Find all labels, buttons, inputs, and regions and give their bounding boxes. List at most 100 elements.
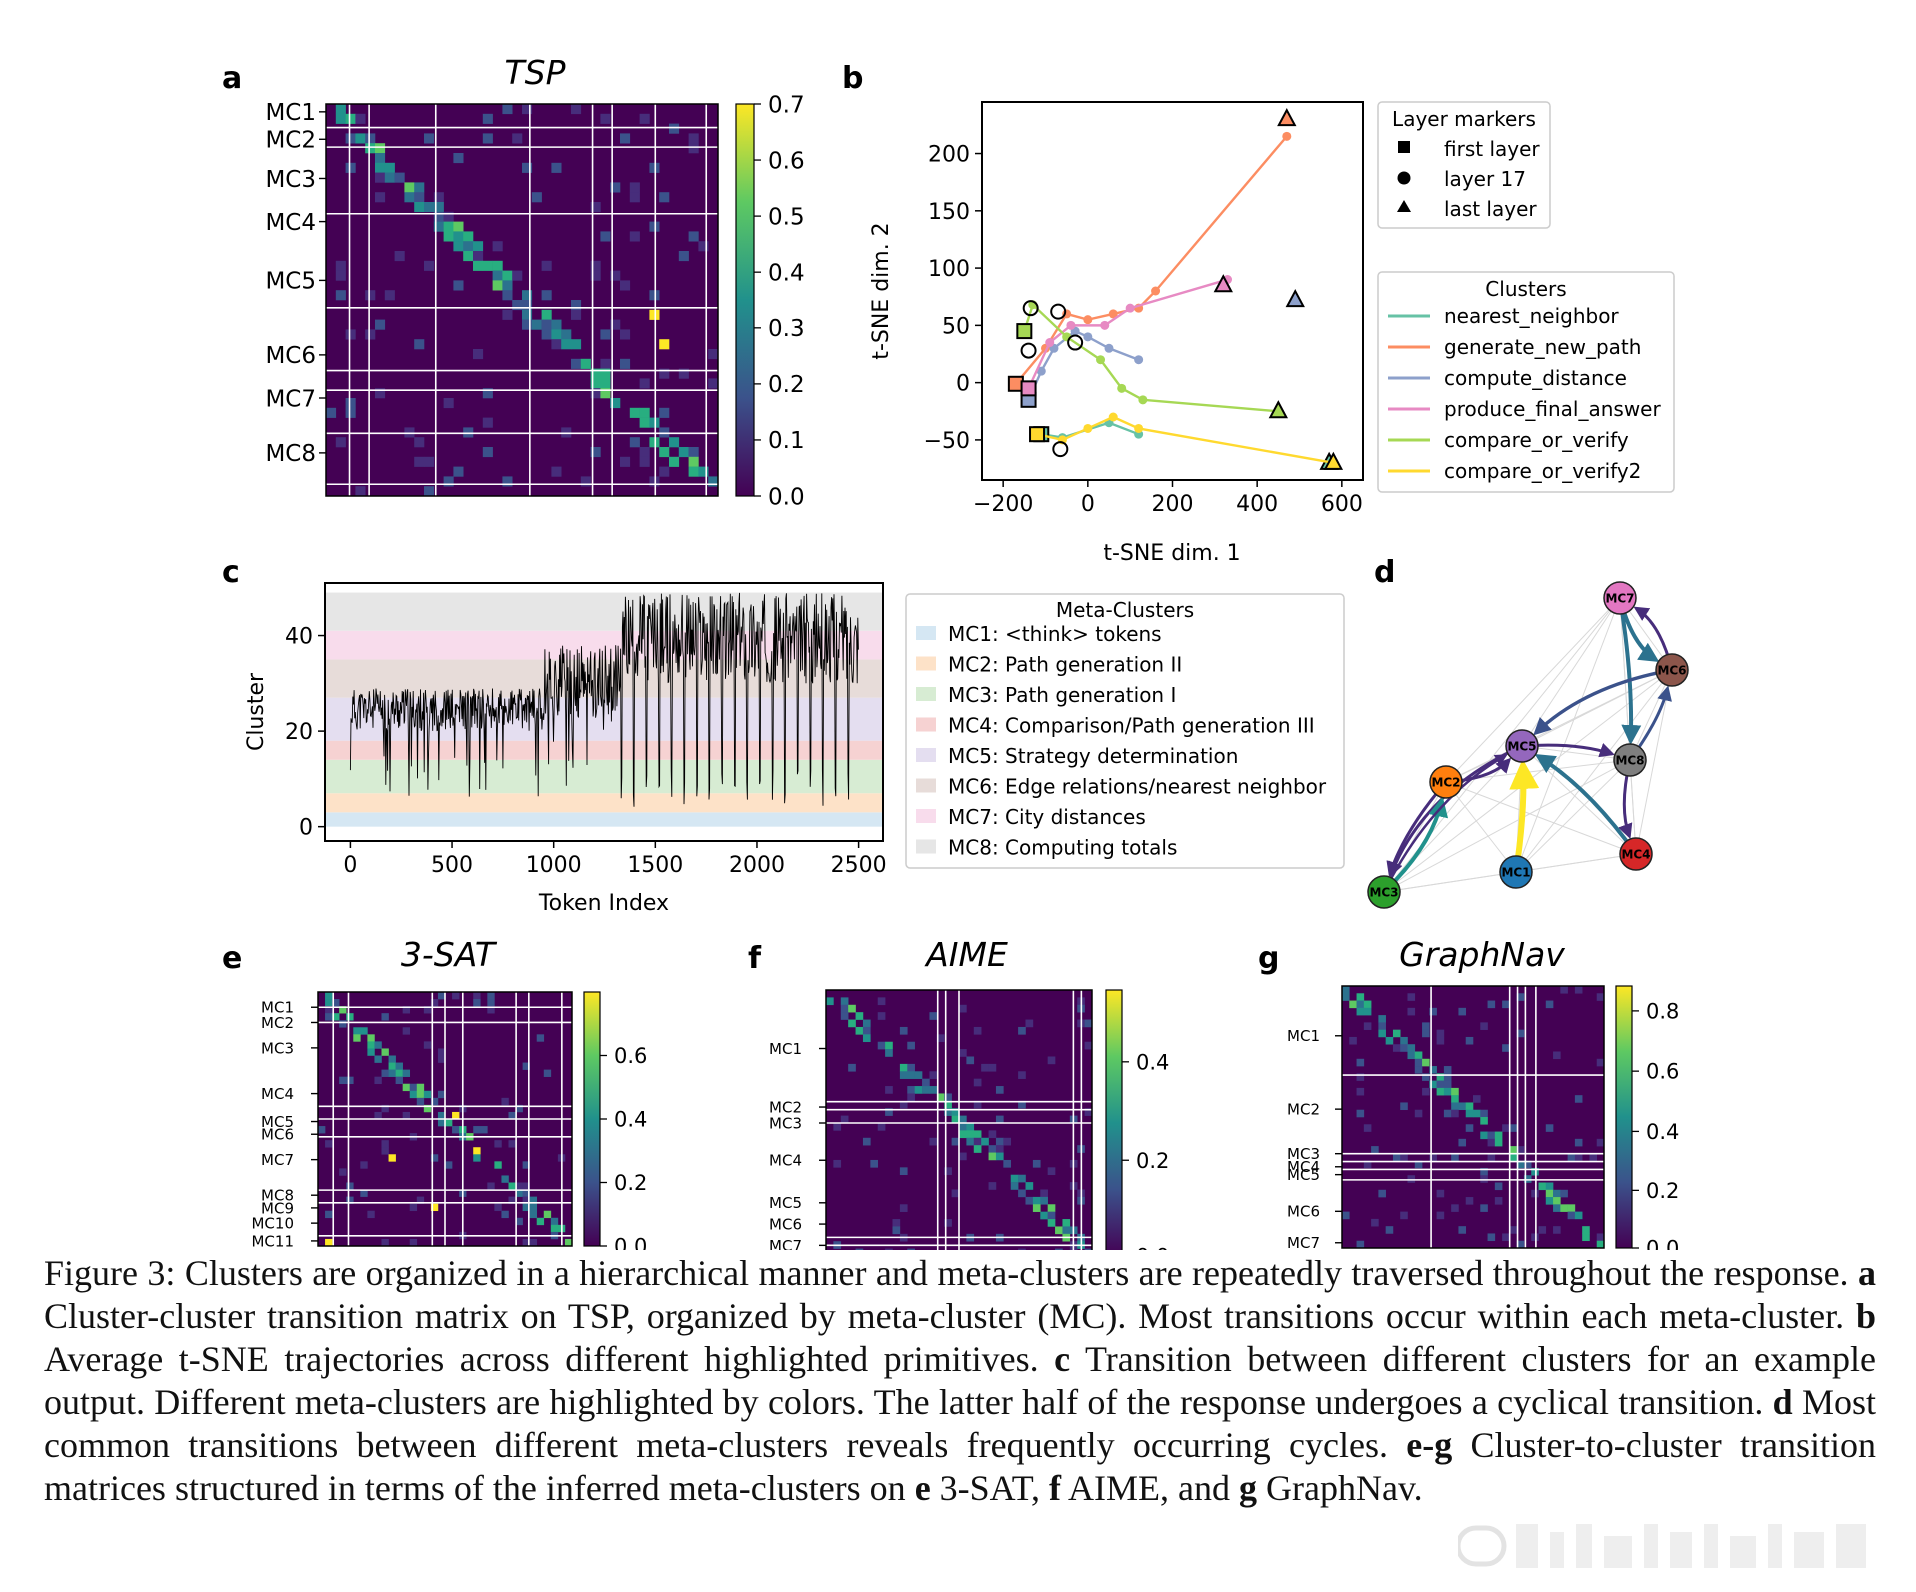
heatmap-cell xyxy=(492,270,503,281)
heatmap-cell xyxy=(512,133,523,144)
heatmap-cell xyxy=(445,1119,453,1127)
heatmap-cell xyxy=(437,1119,446,1127)
panel-g-colorbar: 0.8 0.6 0.4 0.2 0.0 xyxy=(1615,985,1679,1250)
legend-item: MC4: Comparison/Path generation III xyxy=(948,714,1315,738)
panel-c-ylabel: Cluster xyxy=(244,672,269,751)
panel-c-axes xyxy=(324,582,884,842)
heatmap-cell xyxy=(966,1130,975,1139)
graph-edge-faint xyxy=(1445,669,1673,783)
legend-item: nearest_neighbor xyxy=(1444,304,1619,328)
colorbar-tick: 0.4 xyxy=(614,1108,647,1132)
heatmap-cell xyxy=(394,172,405,183)
heatmap-cell xyxy=(862,1137,871,1146)
heatmap-cell xyxy=(536,1217,545,1226)
layer-17-marker xyxy=(1022,300,1039,317)
heatmap-cell xyxy=(1538,1226,1547,1234)
heatmap-cell xyxy=(907,1086,915,1094)
heatmap-cell xyxy=(708,378,719,389)
legend-swatch xyxy=(916,687,936,701)
panel-f-colorbar: 0.4 0.2 0.0 xyxy=(1105,989,1169,1250)
heatmap-cell xyxy=(669,456,680,467)
graph-node xyxy=(1619,837,1653,871)
heatmap-cell xyxy=(473,1126,481,1134)
meta-cluster-band xyxy=(325,659,883,698)
row-label: MC3 xyxy=(265,167,316,193)
heatmap-cell xyxy=(1436,1029,1445,1038)
graph-node-label: MC8 xyxy=(1615,754,1644,768)
x-tick-label: 500 xyxy=(431,853,473,878)
heatmap-cell xyxy=(1509,1226,1517,1234)
heatmap-cell xyxy=(1487,1153,1496,1161)
heatmap-cell xyxy=(473,992,481,1000)
heatmap-cell xyxy=(508,1111,516,1120)
heatmap-cell xyxy=(335,104,346,115)
last-layer-marker xyxy=(1277,108,1297,127)
heatmap-cell xyxy=(326,407,337,418)
heatmap-cell xyxy=(1494,1182,1503,1191)
colorbar-tick: 0.1 xyxy=(768,428,805,454)
heatmap-cell xyxy=(1509,1153,1517,1161)
heatmap-cell xyxy=(649,476,660,487)
heatmap-cell xyxy=(922,1078,930,1087)
heatmap-cell xyxy=(423,1006,432,1014)
heatmap-cell xyxy=(1451,1095,1459,1103)
x-tick-label: 1000 xyxy=(526,853,582,878)
graph-node xyxy=(1613,743,1647,777)
heatmap-cell xyxy=(345,113,356,124)
heatmap-cell xyxy=(1531,1167,1539,1176)
heatmap-cell xyxy=(995,1152,1004,1161)
heatmap-cell xyxy=(1480,1167,1488,1176)
colorbar-tick: 0.0 xyxy=(1136,1245,1169,1250)
heatmap-cell xyxy=(620,358,631,369)
heatmap-cell xyxy=(600,358,611,369)
heatmap-cell xyxy=(1407,1044,1416,1052)
heatmap-cell xyxy=(600,231,611,242)
legend-swatch xyxy=(916,717,936,732)
heatmap-cell xyxy=(659,427,670,438)
heatmap-cell xyxy=(345,133,356,144)
heatmap-cell xyxy=(409,1083,418,1092)
heatmap-cell xyxy=(453,231,464,242)
heatmap-cell xyxy=(659,339,670,350)
heatmap-cell xyxy=(1523,1175,1532,1183)
heatmap-cell xyxy=(620,280,631,291)
x-tick-label: 400 xyxy=(1236,492,1278,517)
heatmap-cell xyxy=(688,143,699,154)
row-label: MC4 xyxy=(1287,1158,1320,1176)
x-tick-label: 200 xyxy=(1152,492,1194,517)
heatmap-cell xyxy=(381,1013,389,1021)
heatmap-cell xyxy=(885,1041,893,1050)
heatmap-cell xyxy=(1451,1153,1459,1161)
layer-17-marker xyxy=(1067,334,1084,351)
heatmap-cell xyxy=(1502,1124,1510,1132)
heatmap-cell xyxy=(988,1145,997,1153)
row-label: MC7 xyxy=(769,1237,802,1250)
heatmap-cell xyxy=(433,221,444,232)
heatmap-cell xyxy=(482,417,493,428)
heatmap-cell xyxy=(375,172,386,183)
colorbar-tick: 0.6 xyxy=(768,148,805,174)
heatmap-cell xyxy=(367,1048,375,1056)
trajectory-point xyxy=(1282,131,1292,141)
heatmap-cell xyxy=(388,1154,396,1162)
heatmap-cell xyxy=(855,1012,864,1020)
heatmap-cell xyxy=(394,251,405,262)
heatmap-cell xyxy=(437,1055,446,1063)
heatmap-cell xyxy=(404,192,415,203)
heatmap-cell xyxy=(550,1217,559,1226)
heatmap-cell xyxy=(355,113,366,124)
row-label: MC1 xyxy=(265,100,316,126)
legend-item: compare_or_verify2 xyxy=(1444,459,1641,483)
heatmap-cell xyxy=(688,466,699,477)
heatmap-cell xyxy=(482,113,493,124)
heatmap-cell xyxy=(629,407,640,418)
legend-swatch xyxy=(916,656,936,671)
trajectory-point xyxy=(1134,423,1144,433)
heatmap-cell xyxy=(375,143,386,154)
heatmap-cell xyxy=(1516,1160,1525,1169)
heatmap-cell xyxy=(988,1152,997,1161)
last-layer-marker xyxy=(1213,274,1233,293)
heatmap-cell xyxy=(1443,1080,1452,1089)
heatmap-cell xyxy=(1451,1087,1459,1096)
heatmap-cell xyxy=(1349,1036,1357,1045)
